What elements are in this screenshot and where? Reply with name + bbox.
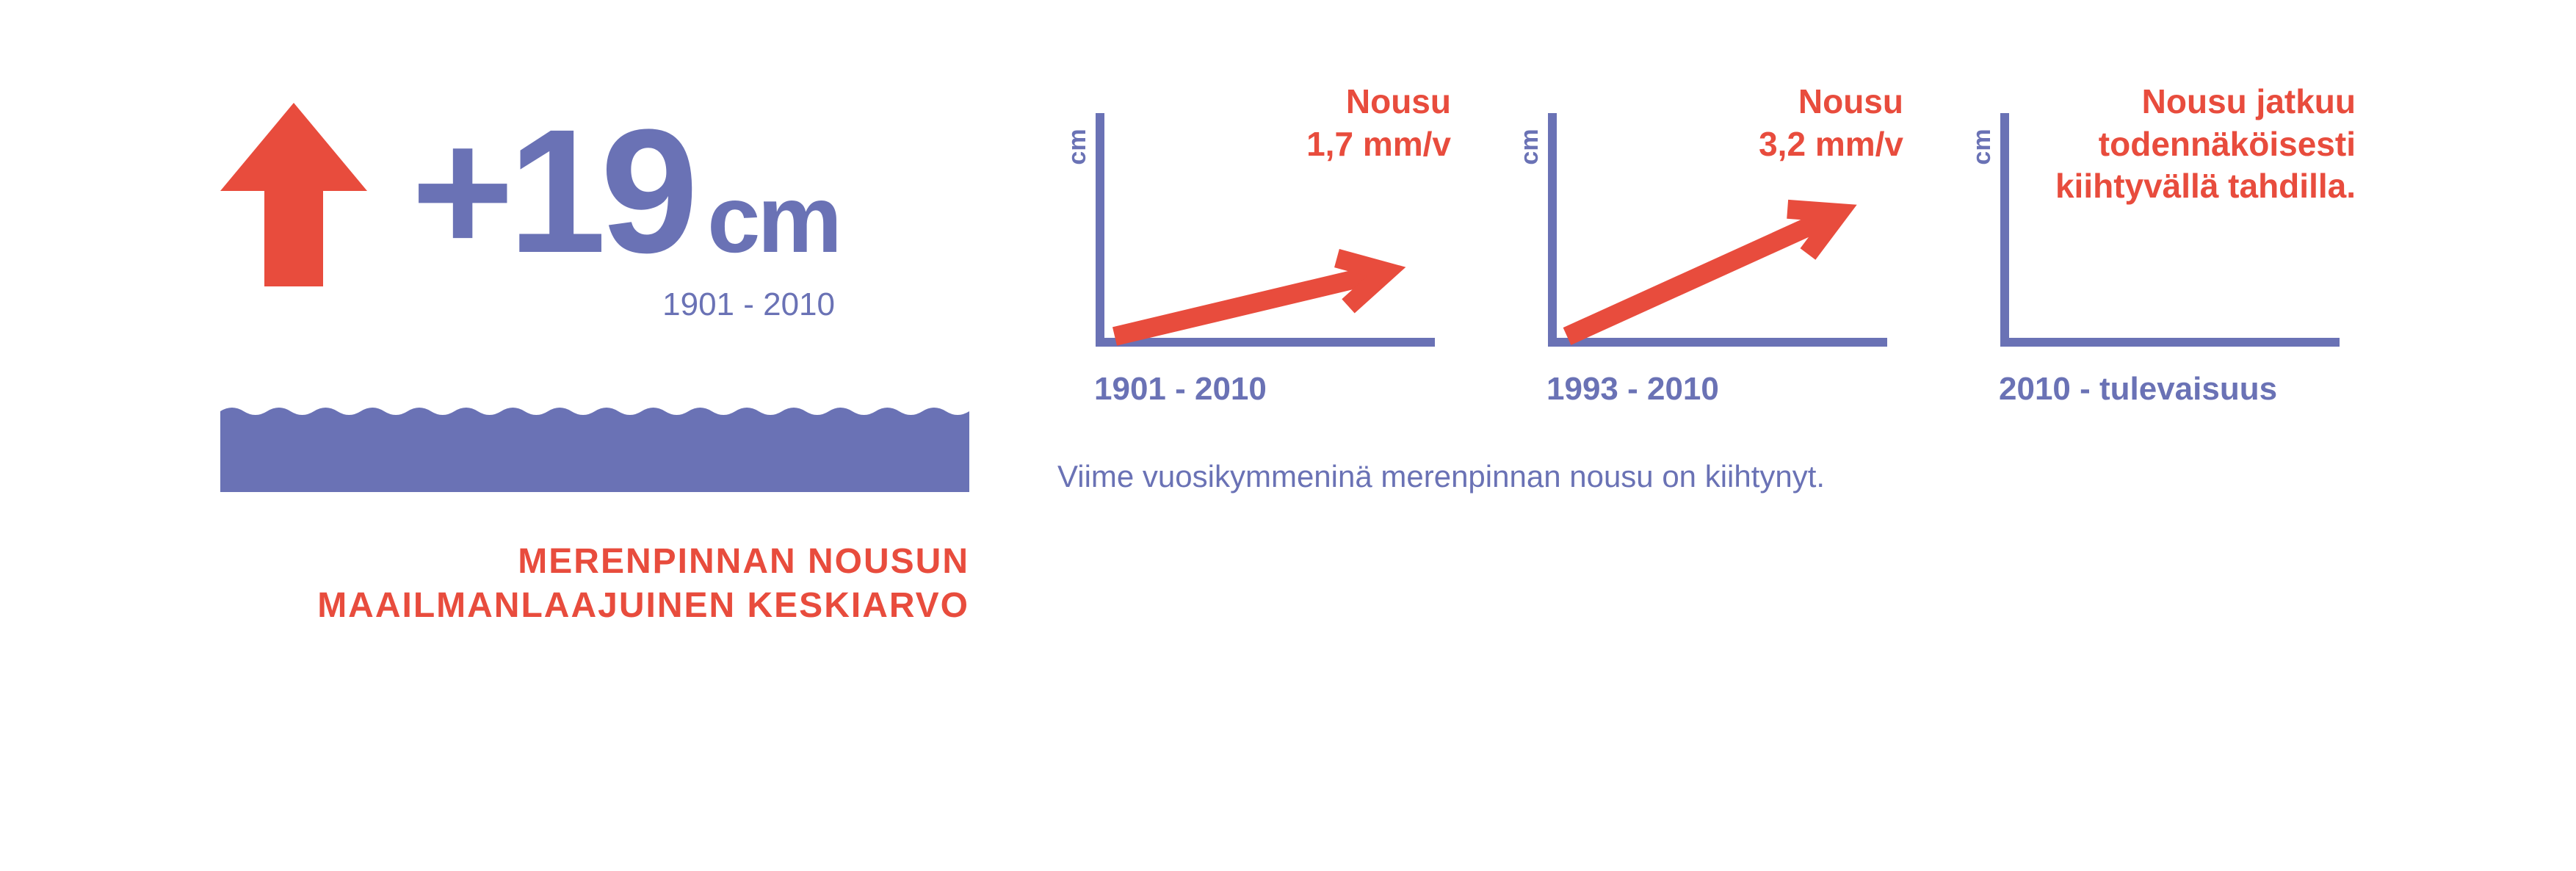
big-unit: cm bbox=[707, 171, 839, 267]
caption: MERENPINNAN NOUSUN MAAILMANLAAJUINEN KES… bbox=[220, 540, 969, 628]
left-panel: +19 cm 1901 - 2010 MERENPINNAN NOUSUN MA… bbox=[220, 103, 969, 628]
caption-line-2: MAAILMANLAAJUINEN KESKIARVO bbox=[220, 584, 969, 628]
chart-callout-line: 1,7 mm/v bbox=[1306, 123, 1451, 166]
trend-arrow-line bbox=[1567, 213, 1839, 336]
right-panel: Nousu1,7 mm/vcm1901 - 2010Nousu3,2 mm/vc… bbox=[1057, 103, 2356, 628]
caption-line-1: MERENPINNAN NOUSUN bbox=[220, 540, 969, 584]
chart-callout-line: 3,2 mm/v bbox=[1759, 123, 1903, 166]
big-number-row: +19 cm bbox=[411, 103, 839, 279]
water-icon bbox=[220, 404, 969, 492]
chart-callout: Nousu1,7 mm/v bbox=[1306, 81, 1451, 165]
y-axis-label: cm bbox=[1063, 129, 1091, 165]
chart-callout: Nousu3,2 mm/v bbox=[1759, 81, 1903, 165]
infographic-container: +19 cm 1901 - 2010 MERENPINNAN NOUSUN MA… bbox=[220, 103, 2356, 628]
y-axis-label: cm bbox=[1968, 129, 1996, 165]
chart-3: Nousu jatkuutodennäköisestikiihtyvällä t… bbox=[1962, 103, 2356, 408]
chart-1: Nousu1,7 mm/vcm1901 - 2010 bbox=[1057, 103, 1451, 408]
chart-callout-line: Nousu jatkuu bbox=[2055, 81, 2356, 123]
acceleration-text: Viime vuosikymmeninä merenpinnan nousu o… bbox=[1057, 459, 2356, 494]
chart-2: Nousu3,2 mm/vcm1993 - 2010 bbox=[1510, 103, 1903, 408]
chart-callout-line: kiihtyvällä tahdilla. bbox=[2055, 165, 2356, 208]
big-number-block: +19 cm 1901 - 2010 bbox=[411, 103, 839, 323]
chart-callout-line: todennäköisesti bbox=[2055, 123, 2356, 166]
big-years: 1901 - 2010 bbox=[662, 286, 835, 323]
chart-x-label: 1901 - 2010 bbox=[1094, 371, 1451, 408]
chart-callout: Nousu jatkuutodennäköisestikiihtyvällä t… bbox=[2055, 81, 2356, 208]
left-top-row: +19 cm 1901 - 2010 bbox=[220, 103, 969, 323]
big-number: +19 bbox=[411, 103, 692, 279]
chart-callout-line: Nousu bbox=[1306, 81, 1451, 123]
chart-x-label: 2010 - tulevaisuus bbox=[1999, 371, 2356, 408]
trend-arrow-line bbox=[1115, 272, 1386, 336]
up-arrow-icon bbox=[220, 103, 367, 294]
chart-callout-line: Nousu bbox=[1759, 81, 1903, 123]
y-axis-label: cm bbox=[1516, 129, 1544, 165]
charts-row: Nousu1,7 mm/vcm1901 - 2010Nousu3,2 mm/vc… bbox=[1057, 103, 2356, 408]
chart-x-label: 1993 - 2010 bbox=[1546, 371, 1903, 408]
